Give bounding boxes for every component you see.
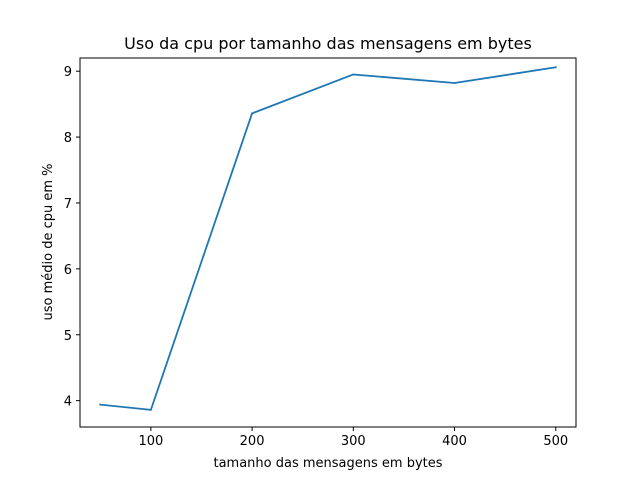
x-tick-label: 400	[442, 434, 467, 449]
y-tick-label: 5	[64, 329, 72, 344]
x-axis-title: tamanho das mensagens em bytes	[213, 456, 442, 471]
series-line	[99, 66, 557, 411]
x-tick-label: 200	[240, 434, 265, 449]
data-point	[99, 403, 102, 406]
chart-title: Uso da cpu por tamanho das mensagens em …	[124, 34, 532, 53]
plot-area: 100 200 300 400 500 4 5 6 7 8 9	[64, 57, 577, 449]
data-point	[554, 66, 557, 69]
x-tick-label: 500	[543, 434, 568, 449]
y-tick-label: 9	[64, 65, 72, 80]
data-point	[149, 408, 152, 411]
axes-frame	[79, 57, 577, 428]
data-point	[453, 82, 456, 84]
y-tick-label: 7	[64, 197, 72, 212]
y-tick-label: 8	[64, 131, 72, 146]
y-tick-label: 4	[64, 395, 72, 410]
data-point	[251, 112, 253, 115]
y-tick-label: 6	[64, 263, 72, 278]
data-point	[352, 73, 355, 76]
x-tick-label: 300	[341, 434, 366, 449]
y-axis-title: uso médio de cpu em %	[41, 163, 56, 320]
x-tick-label: 100	[138, 434, 163, 449]
